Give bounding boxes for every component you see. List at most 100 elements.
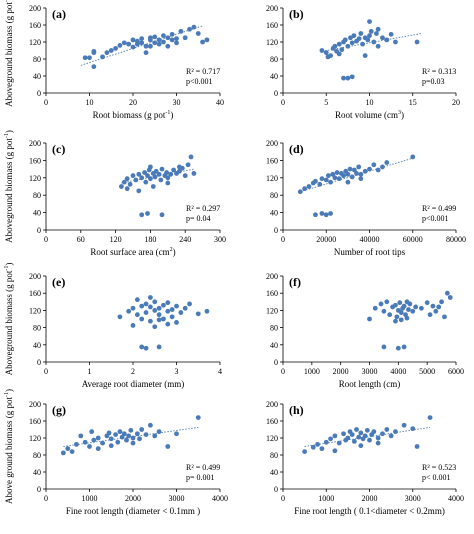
data-point (356, 36, 362, 41)
data-point (113, 432, 118, 437)
data-point (108, 436, 114, 442)
data-point (351, 439, 357, 444)
data-point (345, 435, 351, 441)
data-point (165, 308, 171, 314)
data-point (424, 300, 430, 306)
data-point (124, 176, 130, 182)
data-point (139, 316, 145, 322)
data-point (177, 164, 182, 170)
data-point (200, 39, 206, 45)
data-point (139, 175, 145, 181)
data-point (410, 426, 416, 432)
x-tick-label: 4000 (212, 494, 228, 503)
data-point (139, 212, 145, 218)
data-point (150, 184, 156, 189)
data-point (375, 440, 381, 446)
data-point (398, 317, 404, 323)
x-tick-label: 0 (281, 494, 285, 503)
panel-label: (e) (52, 275, 65, 289)
y-tick-label: 40 (33, 209, 41, 218)
y-axis-label: Aboveground biomass (g pot-1) (4, 0, 14, 107)
data-point (367, 33, 372, 39)
data-point (152, 324, 158, 330)
y-tick-label: 120 (29, 174, 41, 183)
x-tick-label: 1000 (82, 494, 98, 503)
y-tick-label: 200 (266, 4, 278, 13)
data-point (74, 441, 79, 447)
data-point (156, 344, 162, 350)
data-point (178, 28, 184, 34)
y-tick-label: 120 (266, 38, 278, 47)
data-point (124, 186, 130, 192)
y-tick-label: 0 (37, 89, 41, 98)
x-tick-label: 5 (324, 98, 328, 107)
data-point (148, 43, 153, 49)
data-point (334, 170, 340, 175)
y-axis-label-sup: -1 (4, 392, 10, 397)
data-point (187, 26, 192, 32)
data-point (345, 43, 351, 49)
data-point (336, 51, 342, 57)
y-tick-label: 0 (37, 485, 41, 494)
data-point (393, 39, 398, 45)
data-point (374, 31, 379, 36)
data-point (319, 211, 325, 216)
y-tick-label: 160 (29, 417, 41, 426)
y-tick-label: 40 (33, 72, 41, 81)
data-point (381, 344, 387, 350)
x-axis-label: Average root diameter (mm) (82, 379, 185, 389)
data-point (100, 54, 105, 60)
data-point (171, 167, 177, 173)
data-point (136, 171, 142, 177)
y-tick-label: 120 (29, 306, 41, 315)
y-tick-label: 120 (29, 38, 41, 47)
data-point (143, 301, 149, 307)
data-point (328, 211, 333, 216)
y-tick-label: 80 (33, 191, 41, 200)
data-point (394, 314, 400, 320)
data-point (310, 444, 316, 450)
data-point (388, 31, 394, 37)
data-point (161, 316, 166, 322)
data-point (156, 312, 162, 318)
stats-annotation: R² = 0.499 (422, 204, 456, 213)
data-point (427, 312, 433, 318)
data-point (407, 301, 413, 307)
data-point (339, 47, 345, 53)
data-point (148, 304, 153, 310)
data-point (393, 302, 398, 308)
y-tick-label: 200 (29, 400, 41, 409)
data-point (65, 446, 71, 452)
y-tick-label: 80 (33, 451, 41, 460)
data-point (82, 55, 88, 61)
stats-annotation: R² = 0.499 (186, 463, 220, 472)
data-point (317, 181, 323, 187)
data-point (169, 307, 175, 312)
data-point (388, 433, 394, 439)
data-point (447, 295, 453, 300)
x-tick-label: 0 (44, 367, 48, 376)
data-point (367, 19, 372, 24)
panel-label: (b) (289, 7, 304, 21)
data-point (126, 308, 132, 314)
x-tick-label: 60000 (403, 235, 423, 244)
data-point (358, 176, 364, 182)
panel-label: (d) (289, 142, 304, 156)
data-point (360, 41, 365, 47)
y-tick-label: 160 (29, 289, 41, 298)
x-tick-label: 10 (86, 98, 94, 107)
data-point (356, 164, 362, 170)
data-point (91, 437, 97, 443)
data-point (349, 74, 355, 80)
y-tick-label: 120 (266, 174, 278, 183)
y-axis-label: Aboveground biomass (g pot-1) (4, 263, 14, 376)
data-point (130, 435, 136, 441)
data-point (332, 433, 338, 439)
x-axis-label: Fine root length (diameter < 0.1mm ) (66, 506, 200, 516)
x-axis-label: Root surface area (cm2) (90, 247, 175, 257)
x-tick-label: 0 (44, 235, 48, 244)
data-point (69, 449, 75, 454)
panel-label: (h) (289, 403, 304, 417)
y-axis-label-sup: -1 (4, 133, 10, 138)
data-point (323, 50, 329, 56)
